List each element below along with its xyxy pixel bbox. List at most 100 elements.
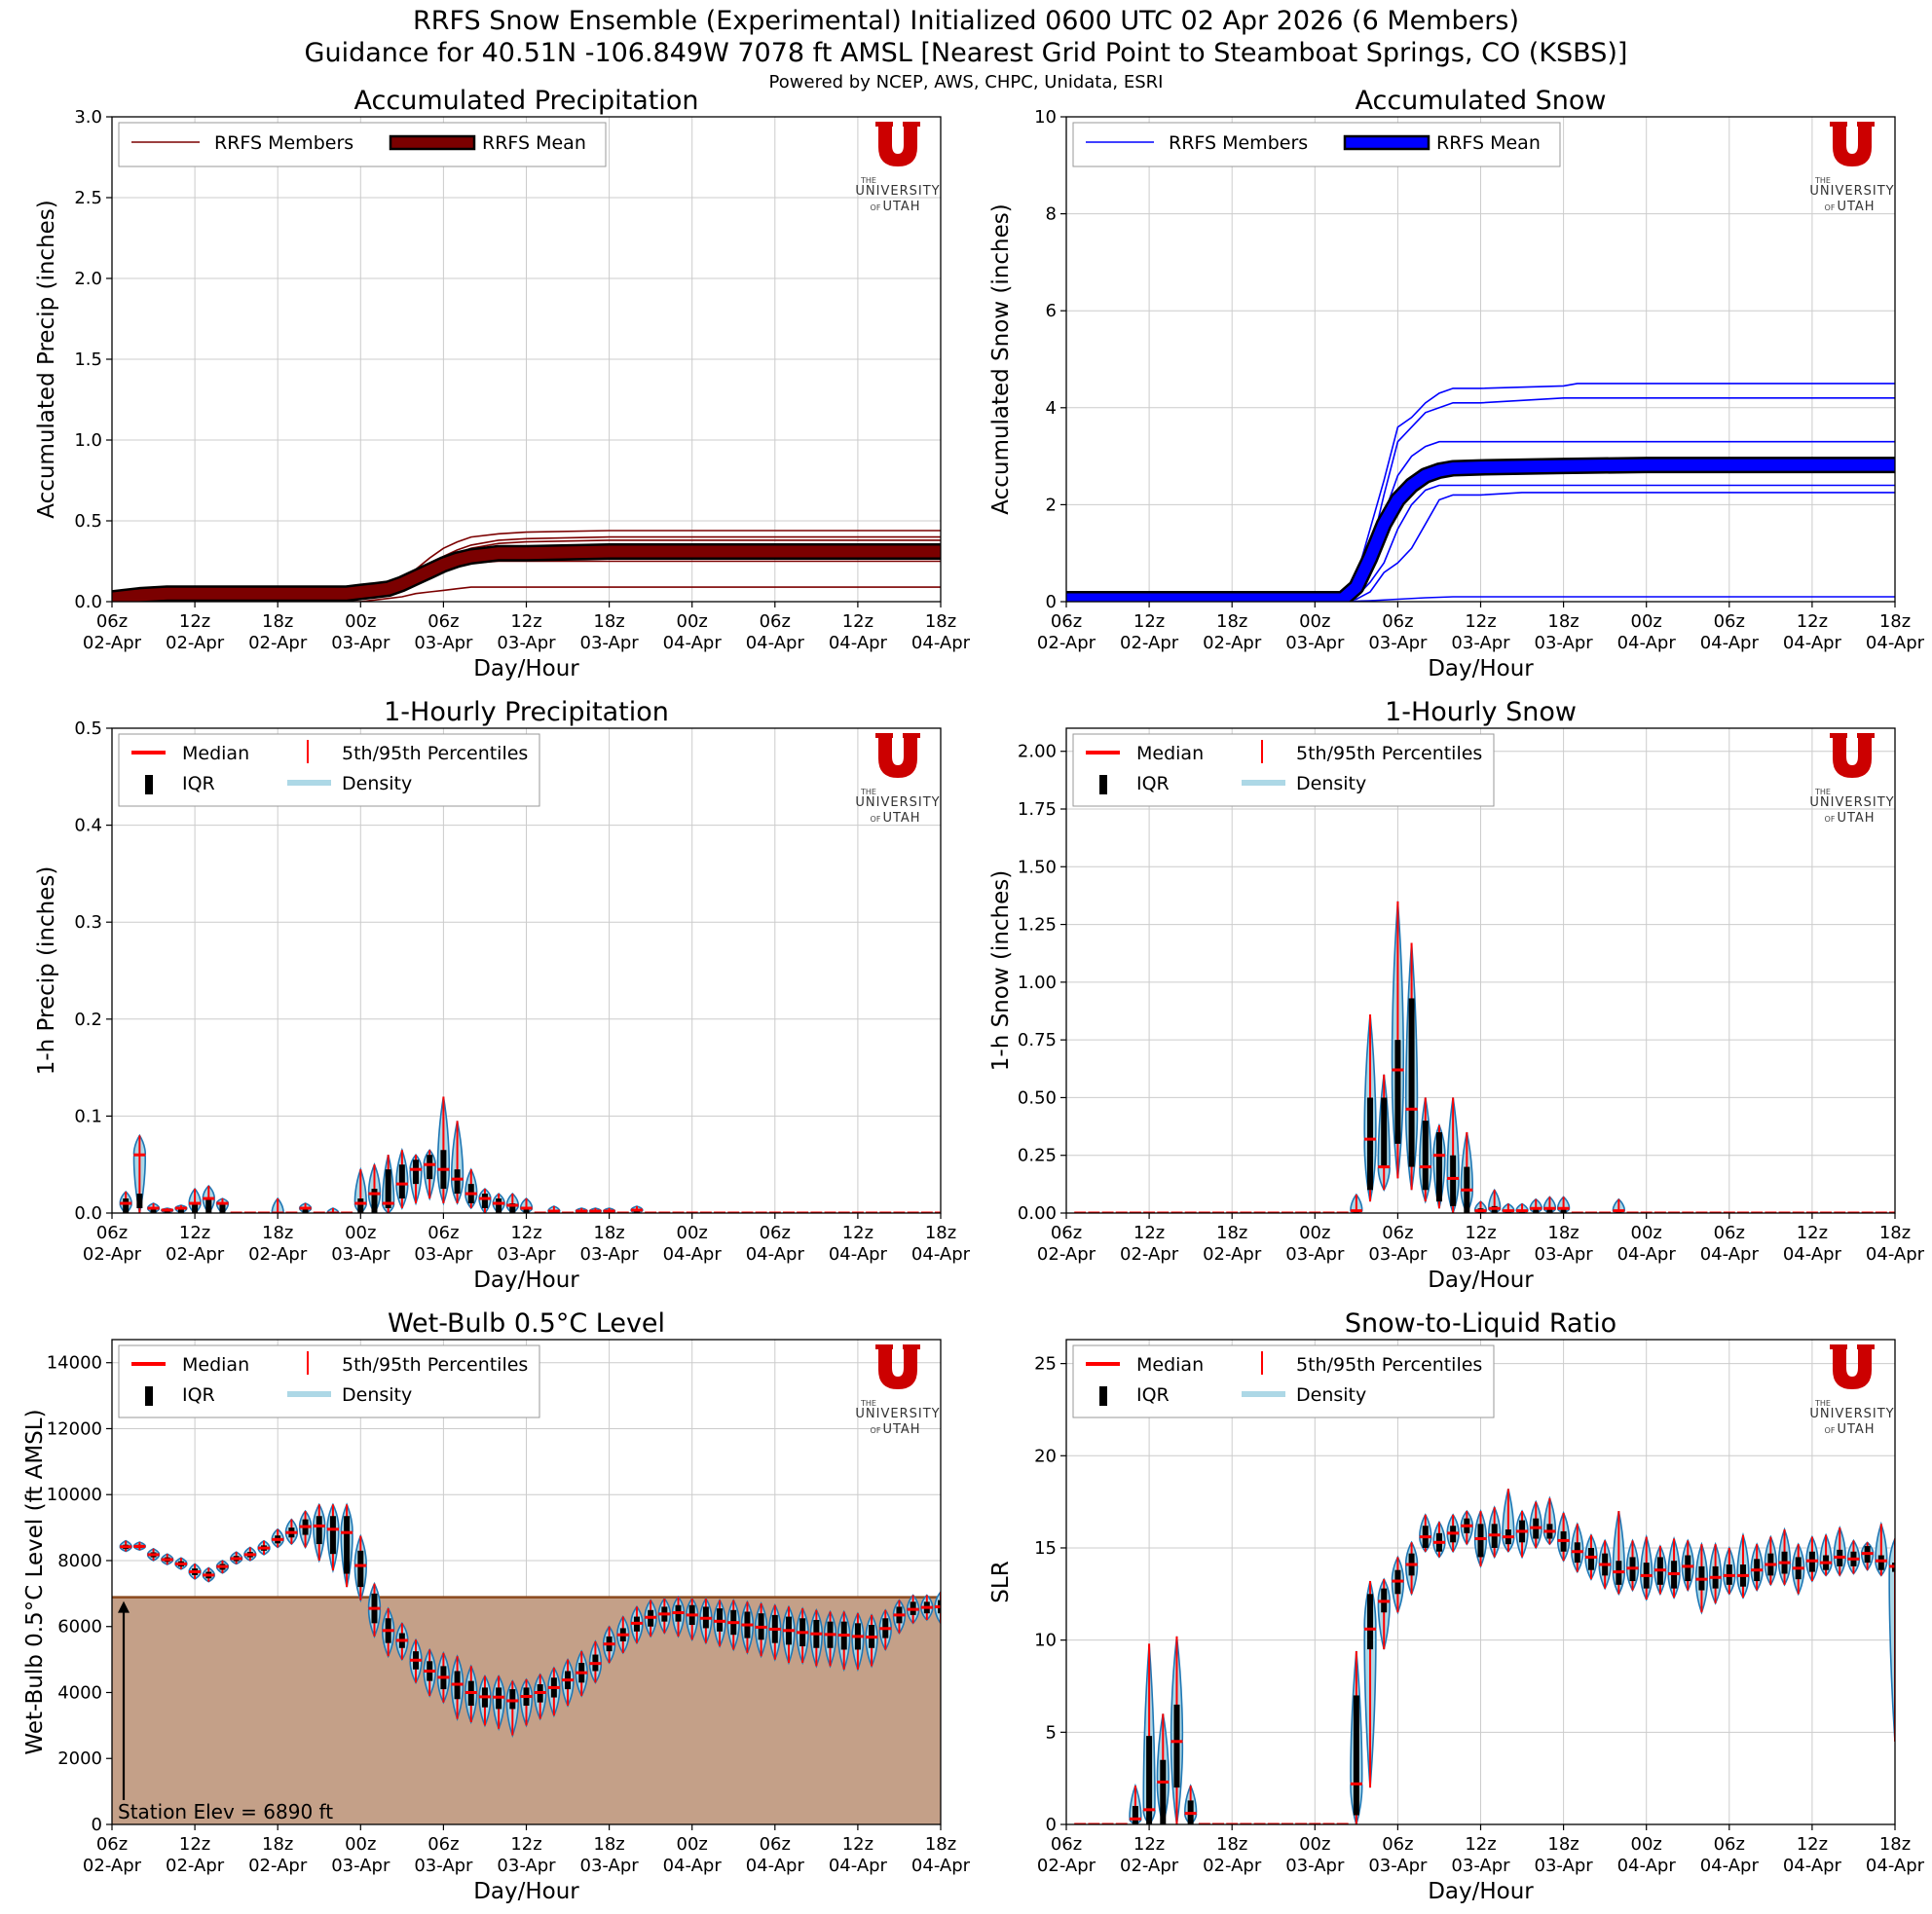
x-tick-label-day: 04-Apr	[1866, 1856, 1925, 1876]
x-tick-label-hour: 12z	[1797, 1834, 1828, 1855]
data-layer	[1074, 901, 1895, 1213]
violin-iqr	[454, 1169, 461, 1195]
x-tick-label-hour: 18z	[1879, 611, 1911, 632]
x-tick-label-hour: 12z	[842, 1834, 873, 1855]
violin-group	[1488, 1505, 1502, 1560]
violin-group	[1502, 1489, 1515, 1554]
x-tick-label-hour: 06z	[1051, 1223, 1082, 1243]
x-axis-label: Day/Hour	[1428, 1879, 1534, 1904]
y-tick-label: 1.75	[1018, 799, 1057, 820]
violin-group	[1184, 1784, 1198, 1824]
violin-iqr	[1381, 1097, 1388, 1167]
logo-serif-right	[903, 733, 920, 738]
violin-group	[243, 1546, 257, 1562]
violin-group	[1640, 1533, 1653, 1601]
y-axis-label: Accumulated Snow (inches)	[988, 203, 1014, 514]
violin-group	[188, 1187, 202, 1213]
x-tick-label-hour: 00z	[1299, 1223, 1330, 1243]
violin-group	[1377, 1577, 1391, 1650]
x-tick-label-day: 04-Apr	[911, 633, 971, 653]
y-tick-label: 1.0	[74, 430, 102, 451]
violin-group	[161, 1207, 174, 1213]
violin-group	[630, 1605, 644, 1645]
x-tick-label-day: 02-Apr	[1120, 1856, 1179, 1876]
violin-group	[478, 1188, 492, 1213]
x-tick-label-hour: 18z	[1547, 1223, 1579, 1243]
violin-group	[313, 1502, 326, 1564]
x-tick-label-hour: 06z	[1382, 1223, 1413, 1243]
x-axis-label: Day/Hour	[1428, 1268, 1534, 1293]
x-tick-label-hour: 18z	[925, 1834, 956, 1855]
violin-group	[865, 1613, 878, 1669]
violin-group	[726, 1598, 740, 1652]
data-layer	[1074, 1489, 1895, 1824]
x-tick-label-day: 03-Apr	[580, 633, 640, 653]
violin-group	[188, 1563, 202, 1580]
violin-iqr	[205, 1198, 212, 1213]
legend-box	[118, 1344, 540, 1418]
violin-iqr	[1435, 1132, 1442, 1202]
violin-group	[1625, 1538, 1640, 1593]
x-tick-label-hour: 18z	[925, 611, 956, 632]
violin-group	[1792, 1542, 1805, 1597]
x-tick-label-day: 03-Apr	[1368, 633, 1428, 653]
violin-group	[588, 1639, 603, 1684]
violin-group	[1156, 1713, 1170, 1824]
violin-group	[1681, 1538, 1694, 1593]
x-tick-label-hour: 12z	[179, 1223, 210, 1243]
violin-group	[1515, 1509, 1529, 1560]
violin-group	[519, 1677, 534, 1728]
violin-group	[1170, 1636, 1184, 1824]
violin-group	[382, 1155, 395, 1213]
violin-group	[1377, 1074, 1391, 1193]
violin-iqr	[1877, 1555, 1884, 1570]
violin-iqr	[1450, 1155, 1457, 1206]
logo-of: OF	[1825, 1426, 1836, 1435]
y-tick-label: 8000	[57, 1551, 102, 1571]
logo-serif-left	[1830, 122, 1847, 127]
violin-iqr	[1132, 1806, 1138, 1824]
violin-group	[1460, 1131, 1473, 1213]
violin-group	[353, 1533, 367, 1603]
x-tick-label-hour: 12z	[842, 611, 873, 632]
y-tick-label: 0	[1046, 592, 1057, 612]
y-tick-label: 2.0	[74, 269, 102, 289]
x-tick-label-day: 02-Apr	[1037, 1856, 1096, 1876]
violin-iqr	[385, 1169, 391, 1209]
x-tick-label-hour: 06z	[760, 1834, 791, 1855]
violin-group	[768, 1602, 782, 1662]
violin-group	[616, 1615, 630, 1655]
violin-group	[1542, 1196, 1557, 1213]
x-tick-label-day: 03-Apr	[1451, 1244, 1510, 1265]
x-tick-label-day: 03-Apr	[1451, 1856, 1510, 1876]
x-tick-label-day: 04-Apr	[1617, 633, 1677, 653]
violin-iqr	[192, 1203, 199, 1213]
violin-group	[215, 1197, 230, 1213]
x-tick-label-day: 03-Apr	[1535, 1856, 1594, 1876]
x-axis-label: Day/Hour	[473, 1879, 579, 1904]
violin-group	[1446, 1513, 1460, 1554]
violin-group	[1860, 1541, 1875, 1572]
violin-group	[464, 1167, 478, 1210]
x-tick-label-hour: 06z	[1382, 611, 1413, 632]
violin-iqr	[1422, 1121, 1429, 1191]
y-tick-label: 5	[1046, 1722, 1057, 1743]
violin-group	[1473, 1509, 1488, 1568]
legend-density-label: Density	[342, 1384, 412, 1406]
violin-group	[686, 1597, 699, 1642]
x-tick-label-hour: 18z	[1216, 1223, 1247, 1243]
violin-group	[1723, 1545, 1736, 1596]
x-tick-label-day: 03-Apr	[580, 1244, 640, 1265]
member-line-1	[1066, 383, 1895, 602]
violin-iqr	[1173, 1704, 1180, 1788]
figure-credits: Powered by NCEP, AWS, CHPC, Unidata, ESR…	[769, 72, 1164, 92]
x-tick-label-hour: 12z	[510, 1834, 541, 1855]
x-tick-label-day: 04-Apr	[1783, 1856, 1842, 1876]
logo-utah: UTAH	[1837, 811, 1875, 826]
violin-group	[382, 1606, 395, 1659]
logo-utah: UTAH	[1837, 1422, 1875, 1437]
y-tick-label: 4	[1046, 398, 1057, 419]
violin-group	[657, 1597, 671, 1636]
x-tick-label-hour: 00z	[345, 1223, 376, 1243]
